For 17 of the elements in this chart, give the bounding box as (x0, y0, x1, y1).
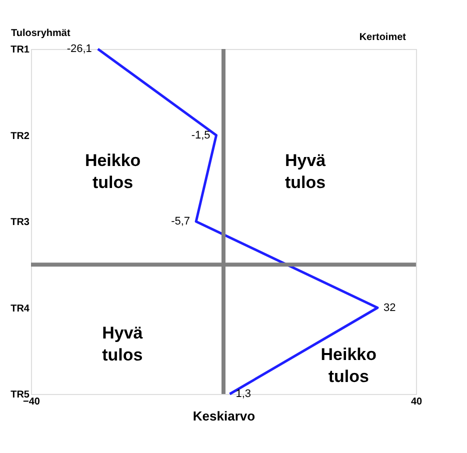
data-label: -5,7 (171, 216, 190, 228)
annotation: Hyvä tulos (284, 151, 326, 192)
data-label: 1,3 (236, 388, 252, 400)
y-tick-label: TR4 (10, 303, 30, 314)
x-tick-label: 40 (410, 396, 422, 408)
text: Kertoimet (359, 32, 407, 43)
y-axis-title: Tulosryhmät (11, 28, 71, 39)
y-tick-label: TR3 (10, 217, 30, 228)
data-label: -26,1 (66, 43, 92, 55)
x-axis-title: Keskiarvo (192, 408, 256, 424)
data-label: -1,5 (191, 129, 210, 142)
data-label: 32 (384, 302, 396, 314)
annotation: Hyvä tulos (102, 324, 144, 365)
y-tick-label: TR2 (10, 130, 30, 142)
annotation: Heikko tulos (320, 345, 376, 386)
annotation: Heikko tulos (84, 151, 141, 192)
y-tick-label: TR1 (10, 44, 30, 56)
